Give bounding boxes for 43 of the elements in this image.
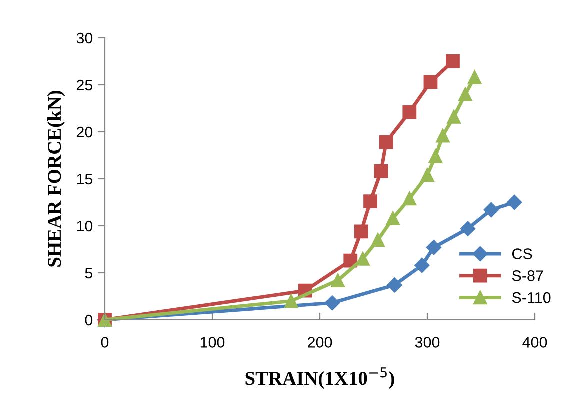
x-axis-title: STRAIN(1X10$^{−5}$) bbox=[246, 368, 394, 390]
point bbox=[374, 164, 388, 178]
point bbox=[386, 212, 400, 226]
point bbox=[364, 194, 378, 209]
y-tick-label: 30 bbox=[76, 32, 93, 44]
x-tick-label: 100 bbox=[200, 337, 225, 348]
point bbox=[507, 194, 522, 210]
point bbox=[324, 296, 340, 311]
point bbox=[426, 240, 442, 256]
point bbox=[468, 70, 482, 84]
x-tick-label: 300 bbox=[415, 337, 440, 348]
x-tick-label: 200 bbox=[308, 337, 332, 348]
point bbox=[371, 233, 385, 248]
y-axis-title: SHEAR FORCE(kN) bbox=[47, 90, 66, 267]
y-tick-label: 10 bbox=[77, 220, 93, 232]
point bbox=[356, 252, 370, 266]
legend-label: S-87 bbox=[512, 270, 544, 282]
y-tick-label: 25 bbox=[76, 80, 93, 91]
y-tick-label: 15 bbox=[77, 174, 93, 185]
point bbox=[460, 221, 476, 236]
point bbox=[331, 274, 346, 288]
legend-label: S-110 bbox=[512, 292, 551, 304]
point bbox=[458, 87, 472, 102]
point bbox=[402, 105, 417, 120]
point bbox=[436, 128, 450, 143]
point bbox=[420, 168, 434, 182]
y-tick-label: 0 bbox=[85, 314, 93, 326]
point bbox=[284, 294, 298, 308]
y-tick-label: 5 bbox=[85, 268, 93, 279]
legend-label: CS bbox=[512, 248, 532, 260]
x-tick-label: 0 bbox=[101, 337, 109, 348]
point bbox=[484, 202, 499, 218]
point bbox=[447, 110, 461, 124]
point bbox=[354, 224, 368, 239]
point bbox=[446, 54, 460, 68]
x-tick-label: 400 bbox=[522, 337, 548, 348]
point bbox=[379, 135, 394, 150]
point bbox=[428, 149, 443, 164]
point bbox=[424, 75, 438, 90]
point bbox=[402, 192, 417, 206]
y-tick-label: 20 bbox=[76, 126, 93, 138]
point bbox=[387, 278, 402, 293]
point bbox=[414, 258, 430, 274]
